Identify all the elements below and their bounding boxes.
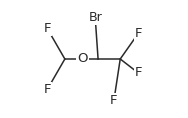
Text: F: F bbox=[44, 22, 51, 35]
Text: O: O bbox=[77, 53, 88, 65]
Text: F: F bbox=[44, 83, 51, 96]
Text: F: F bbox=[135, 67, 142, 80]
Text: F: F bbox=[135, 27, 142, 40]
Text: Br: Br bbox=[88, 11, 102, 23]
Text: F: F bbox=[110, 95, 118, 107]
